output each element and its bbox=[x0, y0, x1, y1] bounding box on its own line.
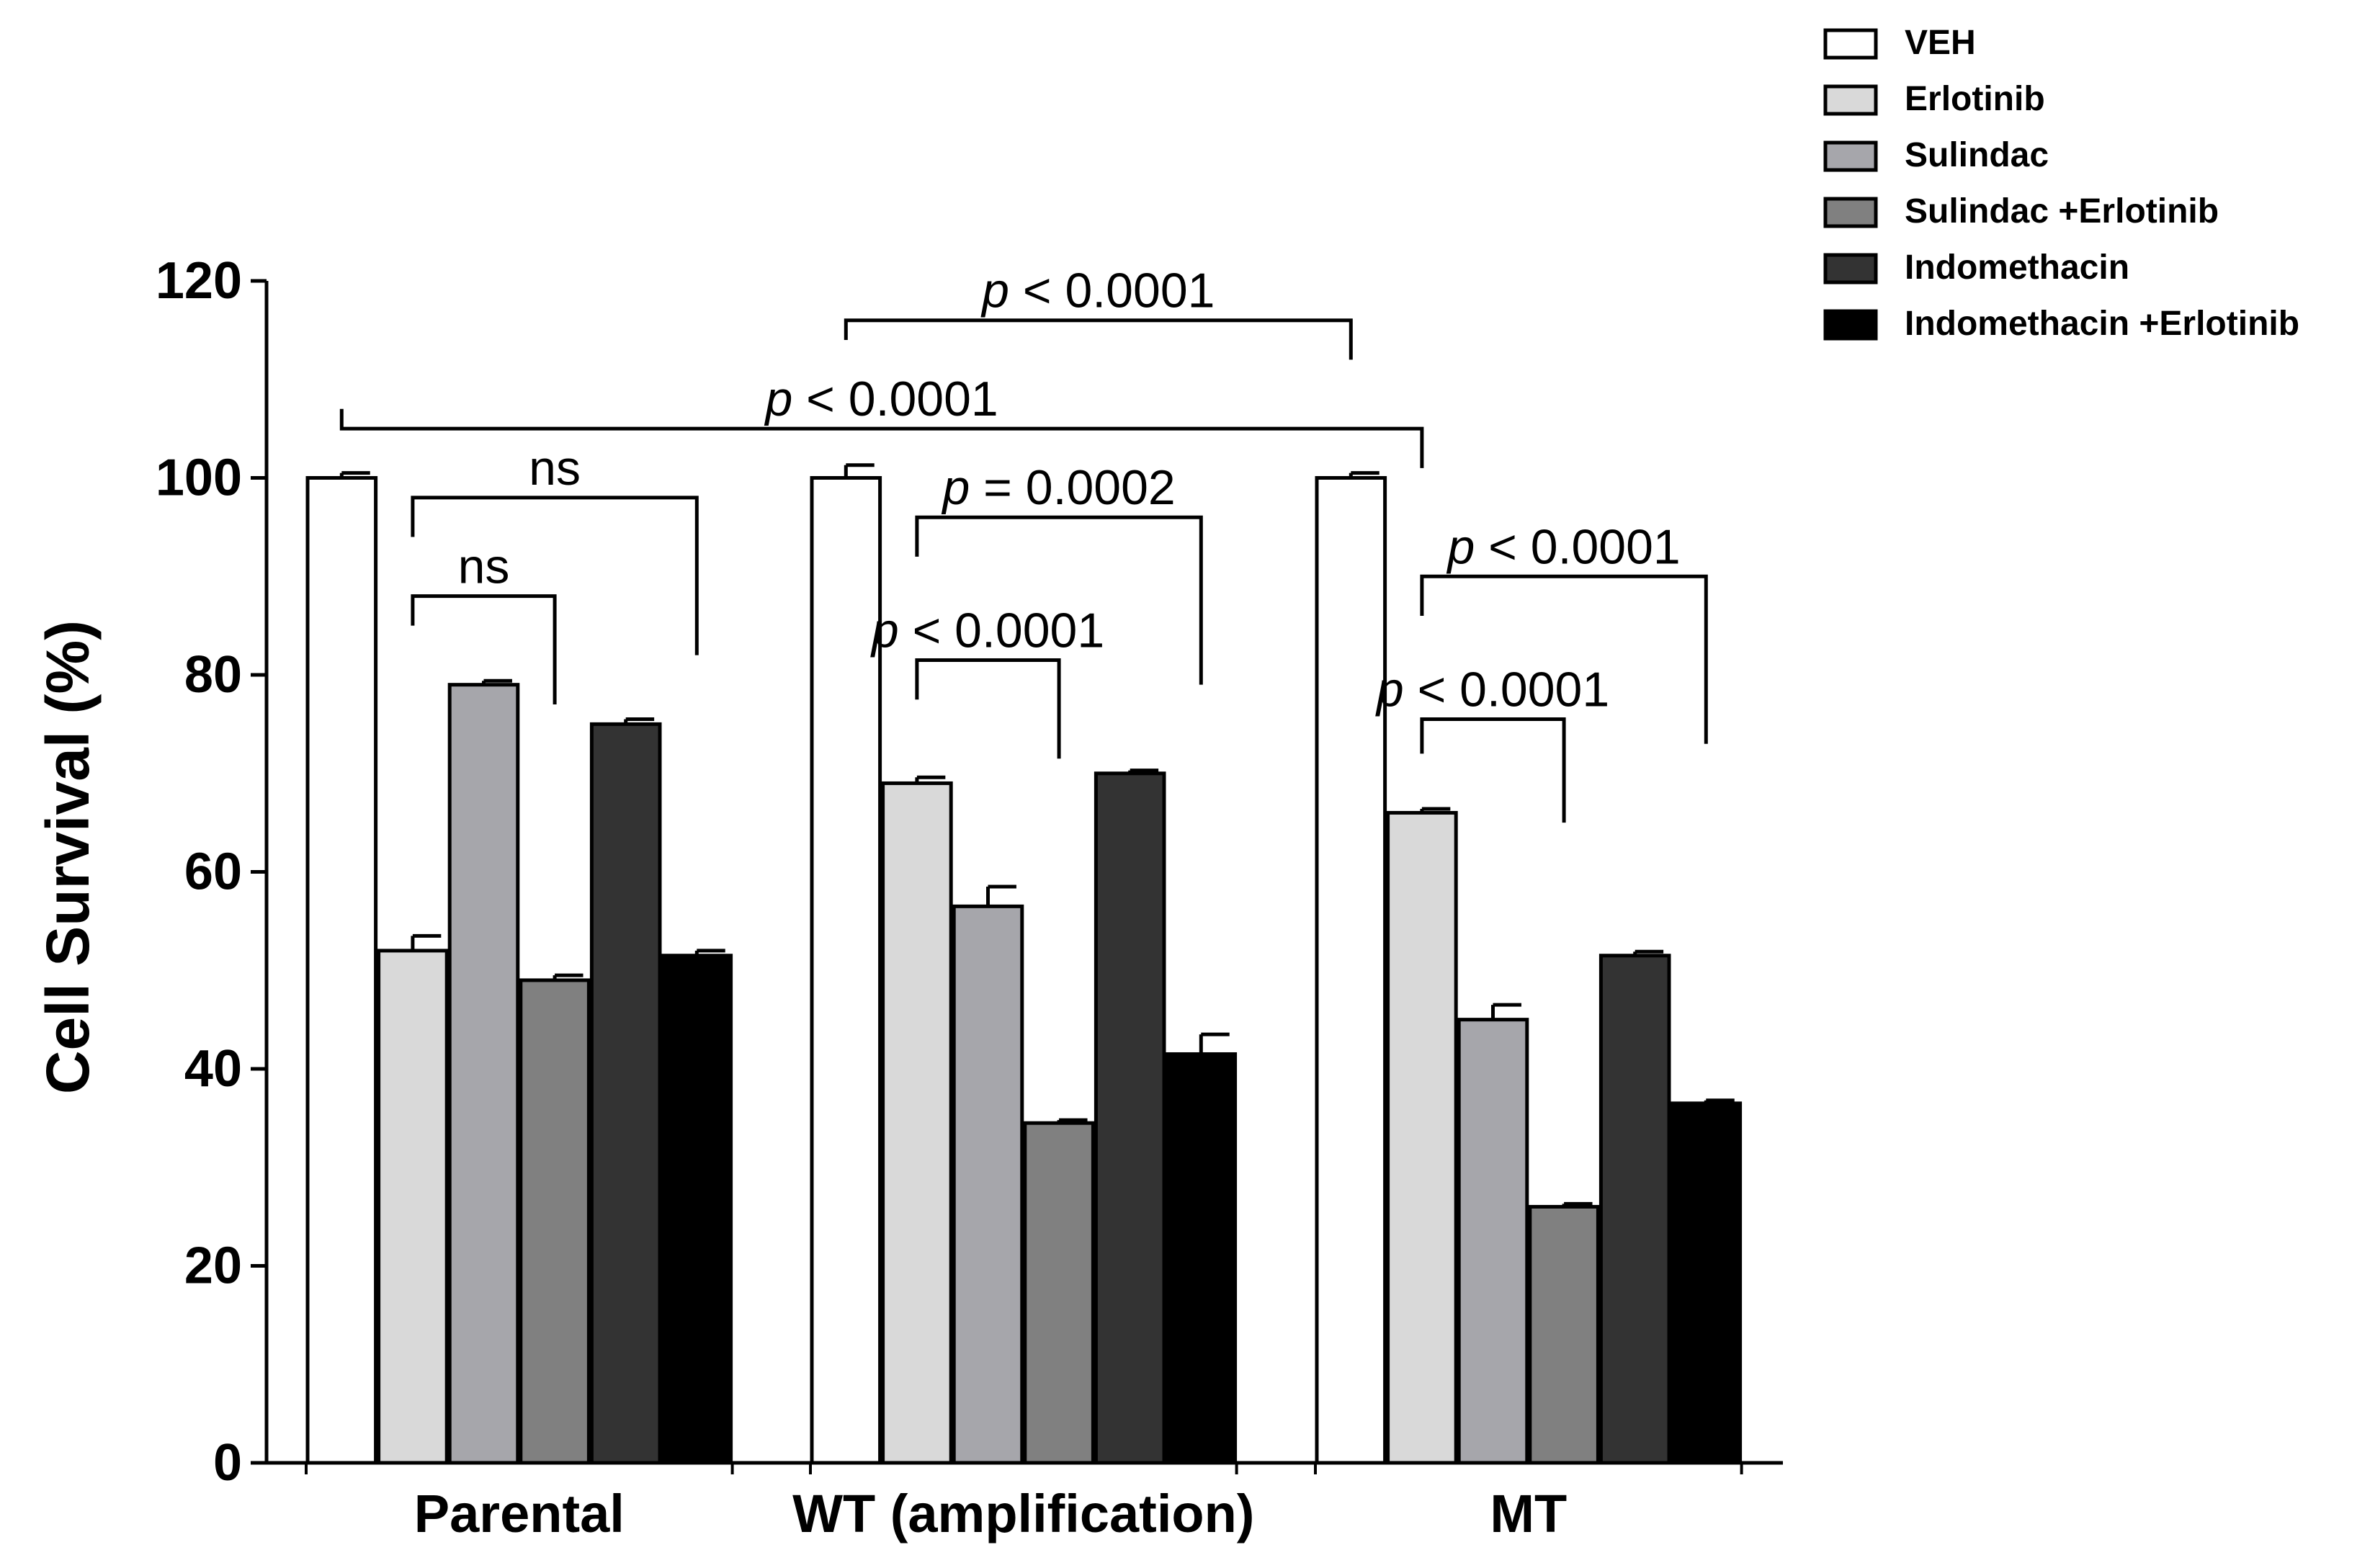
bar bbox=[589, 722, 662, 1465]
chart-bars bbox=[305, 463, 1743, 1465]
y-tick-label: 40 bbox=[184, 1040, 242, 1098]
x-category-label: Parental bbox=[414, 1484, 625, 1544]
bar bbox=[810, 476, 882, 1465]
significance-label: p < 0.0001 bbox=[1446, 519, 1680, 574]
bar bbox=[1165, 1052, 1238, 1465]
legend-swatch bbox=[1823, 253, 1878, 285]
bar bbox=[952, 904, 1024, 1465]
bar bbox=[1598, 954, 1671, 1465]
legend-swatch bbox=[1823, 309, 1878, 341]
x-category-label: MT bbox=[1490, 1484, 1567, 1544]
significance-bracket bbox=[915, 515, 1203, 685]
legend-swatch bbox=[1823, 28, 1878, 60]
significance-label: p < 0.0001 bbox=[980, 264, 1215, 318]
significance-label: ns bbox=[458, 539, 510, 594]
significance-label: p < 0.0001 bbox=[870, 603, 1104, 658]
bar bbox=[881, 781, 953, 1465]
significance-label: p < 0.0001 bbox=[1375, 663, 1609, 717]
bar bbox=[447, 683, 520, 1465]
bar bbox=[1528, 1204, 1600, 1465]
y-tick-label: 80 bbox=[184, 646, 242, 704]
legend-swatch bbox=[1823, 197, 1878, 228]
significance-bracket bbox=[411, 496, 699, 655]
y-tick-label: 60 bbox=[184, 843, 242, 901]
y-axis-label: Cell Survival (%) bbox=[34, 620, 102, 1094]
legend-swatch bbox=[1823, 140, 1878, 172]
chart-legend: VEH Erlotinib Sulindac Sulindac +Erlotinib I… bbox=[1823, 24, 2299, 343]
significance-bracket bbox=[411, 594, 557, 705]
significance-bracket bbox=[844, 318, 1353, 360]
significance-bracket bbox=[1420, 574, 1708, 744]
legend-label: Sulindac +Erlotinib bbox=[1905, 192, 2219, 230]
significance-bracket bbox=[1420, 717, 1566, 823]
bar bbox=[1023, 1121, 1095, 1465]
legend-label: Sulindac bbox=[1905, 136, 2049, 174]
legend-label: Indomethacin +Erlotinib bbox=[1905, 305, 2299, 343]
legend-label: Indomethacin bbox=[1905, 248, 2129, 287]
bar bbox=[661, 954, 733, 1465]
bar bbox=[1670, 1101, 1743, 1465]
chart-axes: 0 20 40 60 80 100 120 Parental WT (amplification… bbox=[156, 252, 1783, 1544]
y-tick-label: 20 bbox=[184, 1237, 242, 1295]
significance-label: p < 0.0001 bbox=[764, 372, 998, 426]
y-tick-label: 100 bbox=[156, 449, 242, 507]
legend-label: Erlotinib bbox=[1905, 80, 2045, 118]
significance-bracket bbox=[339, 408, 1424, 468]
bar bbox=[1315, 476, 1387, 1465]
bar bbox=[1457, 1018, 1529, 1465]
bar bbox=[377, 949, 449, 1465]
x-category-label: WT (amplification) bbox=[792, 1484, 1254, 1544]
significance-bracket bbox=[915, 658, 1061, 759]
legend-swatch bbox=[1823, 84, 1878, 116]
legend-label: VEH bbox=[1905, 24, 1976, 62]
bar bbox=[1386, 810, 1458, 1465]
y-tick-label: 120 bbox=[156, 252, 242, 310]
bar bbox=[305, 476, 378, 1465]
y-tick-label: 0 bbox=[213, 1434, 242, 1492]
bar bbox=[1094, 771, 1166, 1465]
bar bbox=[519, 978, 591, 1465]
significance-label: ns bbox=[529, 441, 581, 496]
significance-label: p = 0.0002 bbox=[941, 460, 1175, 515]
